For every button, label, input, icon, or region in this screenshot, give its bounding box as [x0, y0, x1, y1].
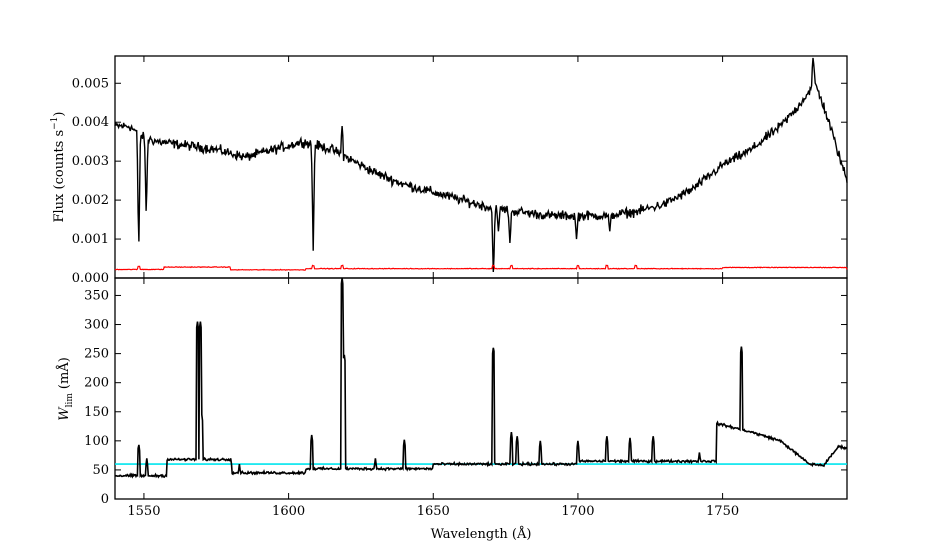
bottom-y-tick-label: 200 — [84, 376, 109, 391]
top-y-axis-label-close: ) — [52, 112, 67, 117]
error-series-line — [114, 264, 848, 271]
bottom-x-tick-label: 1750 — [706, 504, 739, 519]
bottom-y-tick-label: 250 — [84, 347, 109, 362]
top-y-tick-label: 0.005 — [72, 76, 109, 91]
top-y-axis: 0.000 0.001 0.002 0.003 0.004 0.005 — [72, 76, 847, 286]
bottom-panel: 0 50 100 150 200 250 300 350 1550 1600 1650 1700 17… — [56, 277, 848, 542]
bottom-y-tick-label: 0 — [101, 492, 109, 507]
x-axis-label: Wavelength (Å) — [431, 526, 532, 542]
top-y-tick-label: 0.003 — [72, 154, 109, 169]
bottom-x-tick-label: 1600 — [272, 504, 305, 519]
top-plot-area — [114, 57, 848, 273]
wlim-series-line — [114, 277, 848, 479]
top-y-axis-label-exponent: −1 — [50, 117, 60, 130]
bottom-y-axis-label-unit: (mÅ) — [56, 357, 72, 389]
bottom-panel-frame — [114, 277, 848, 500]
top-y-tick-label: 0.004 — [72, 115, 109, 130]
bottom-y-axis-label-subscript: lim — [65, 393, 75, 408]
bottom-x-tick-label: 1550 — [127, 504, 160, 519]
bottom-plot-area — [114, 277, 848, 479]
top-x-ticks — [143, 56, 724, 278]
top-panel: 0.000 0.001 0.002 0.003 0.004 0.005 Flux (cou… — [50, 55, 848, 286]
bottom-x-tick-label: 1700 — [561, 504, 594, 519]
bottom-y-tick-label: 100 — [84, 434, 109, 449]
top-y-tick-label: 0.000 — [72, 271, 109, 286]
bottom-y-tick-label: 300 — [84, 318, 109, 333]
bottom-y-tick-label: 350 — [84, 288, 109, 303]
top-panel-frame — [114, 55, 848, 279]
top-y-tick-label: 0.001 — [72, 232, 109, 247]
bottom-y-tick-label: 150 — [84, 405, 109, 420]
bottom-y-tick-label: 50 — [92, 463, 109, 478]
flux-series-line — [114, 57, 848, 273]
bottom-y-axis-label: Wlim(mÅ) — [56, 357, 75, 421]
bottom-x-axis: 1550 1600 1650 1700 1750 — [127, 278, 739, 519]
top-y-axis-label: Flux (counts s−1) — [50, 112, 67, 223]
bottom-x-tick-label: 1650 — [417, 504, 450, 519]
bottom-y-axis: 0 50 100 150 200 250 300 350 — [84, 288, 847, 507]
top-y-tick-label: 0.002 — [72, 193, 109, 208]
